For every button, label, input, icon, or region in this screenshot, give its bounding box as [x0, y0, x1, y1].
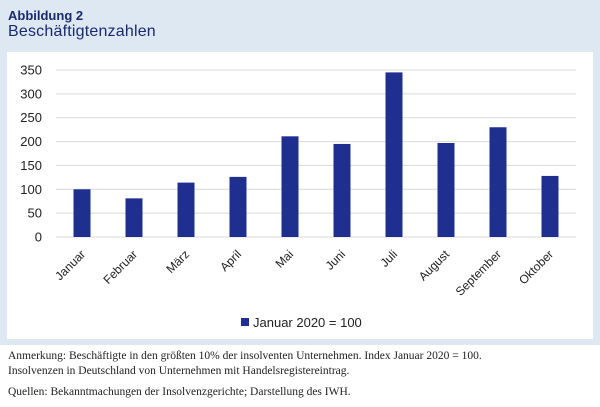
bar	[73, 189, 91, 237]
bar	[177, 182, 195, 237]
figure-frame: Abbildung 2 Beschäftigtenzahlen 0 50 100 15…	[0, 0, 600, 345]
bar	[281, 136, 299, 237]
x-tick-label: August	[416, 247, 453, 284]
figure-title: Beschäftigtenzahlen	[8, 23, 156, 40]
y-tick-label: 0	[35, 230, 42, 245]
note-anmerkung-line1: Anmerkung: Beschäftigte in den größten 1…	[8, 350, 482, 362]
y-tick-label: 100	[20, 182, 42, 197]
bar	[333, 143, 351, 237]
x-tick-label: Mai	[273, 247, 297, 271]
bar	[541, 175, 559, 237]
x-tick-label: Februar	[101, 247, 141, 287]
x-tick-label: März	[163, 247, 192, 276]
bar	[489, 127, 507, 237]
note-anmerkung-line2: Insolvenzen in Deutschland von Unternehm…	[8, 365, 350, 377]
bar	[385, 72, 403, 237]
y-tick-label: 250	[20, 110, 42, 125]
note-quellen: Quellen: Bekanntmachungen der Insolvenzg…	[8, 386, 351, 398]
y-tick-label: 350	[20, 63, 42, 78]
x-tick-label: Januar	[52, 247, 88, 283]
figure-label: Abbildung 2	[8, 8, 84, 23]
y-tick-label: 150	[20, 158, 42, 173]
x-tick-label: Juli	[377, 247, 400, 270]
y-tick-label: 300	[20, 86, 42, 101]
x-tick-label: April	[217, 247, 244, 274]
bar	[125, 198, 143, 237]
x-tick-label: September	[453, 247, 504, 298]
legend-label: Januar 2020 = 100	[253, 315, 362, 330]
x-tick-label: Juni	[323, 247, 348, 272]
bar	[437, 143, 455, 237]
y-tick-label: 200	[20, 134, 42, 149]
bar-chart: 0 50 100 150 200 250 300 350 Januar Februar März Ap…	[20, 63, 576, 330]
y-tick-label: 50	[28, 206, 42, 221]
bar	[229, 176, 247, 237]
legend-swatch	[241, 318, 249, 326]
x-tick-label: Oktober	[516, 247, 556, 287]
